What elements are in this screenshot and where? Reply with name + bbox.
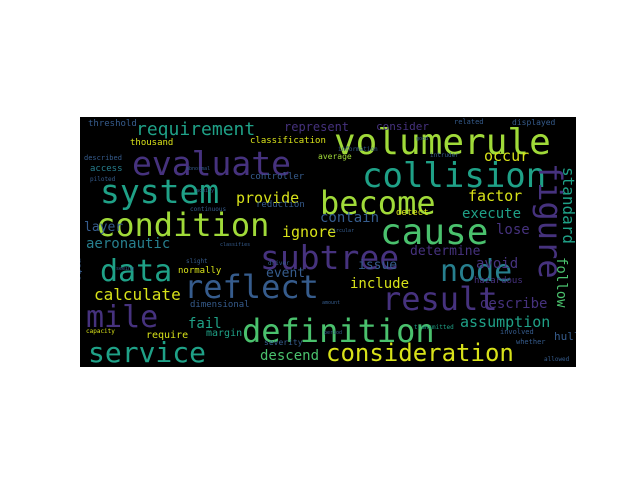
- word-event: event: [266, 266, 306, 281]
- word-continuous: continuous: [190, 206, 227, 213]
- word-collision: collision: [362, 156, 547, 196]
- word-contain: contain: [320, 210, 380, 226]
- word-requirement: requirement: [136, 119, 256, 140]
- word-hazardous: hazardous: [474, 276, 523, 286]
- word-intruder: intruder: [430, 152, 459, 159]
- word-evaluate: evaluate: [132, 144, 291, 183]
- word-margin: margin: [206, 328, 243, 339]
- word-classifies: classifies: [220, 242, 251, 248]
- word-hull: hull: [554, 330, 576, 343]
- word-driver: driver: [268, 260, 290, 267]
- word-represent: represent: [284, 120, 350, 134]
- word-determine: determine: [410, 244, 481, 259]
- word-classification: classification: [250, 136, 326, 146]
- word-consideration: consideration: [326, 339, 514, 367]
- word-calculate: calculate: [94, 285, 181, 304]
- word-provide: provide: [236, 189, 300, 207]
- word-access: access: [90, 164, 123, 174]
- word-cloud: volumerule collision evaluate system become c…: [80, 117, 576, 367]
- word-require: require: [146, 330, 189, 341]
- word-circular: circular: [330, 228, 355, 234]
- word-average: average: [318, 152, 352, 161]
- word-become: become: [320, 184, 436, 222]
- word-subtree: subtree: [260, 238, 400, 277]
- word-threshold: threshold: [88, 119, 137, 129]
- word-factor: factor: [468, 187, 523, 205]
- word-severity: severity: [264, 338, 303, 347]
- word-follow: follow: [553, 257, 569, 308]
- word-capacity: capacity: [86, 328, 115, 335]
- word-volumerule: volumerule: [334, 122, 551, 163]
- word-reduction: reduction: [256, 200, 305, 210]
- word-consider: consider: [376, 120, 429, 133]
- word-descend: descend: [260, 348, 320, 364]
- word-describe: describe: [480, 296, 548, 312]
- word-reflect: reflect: [184, 268, 319, 306]
- word-assumption: assumption: [460, 313, 551, 331]
- word-detect: detect: [396, 208, 429, 218]
- word-cause: cause: [380, 212, 489, 253]
- word-normally: normally: [178, 266, 222, 276]
- word-good: good: [416, 136, 429, 142]
- word-described: described: [84, 154, 122, 162]
- word-lose: lose: [496, 222, 530, 238]
- word-amount: amount: [322, 300, 341, 306]
- word-service: service: [88, 336, 207, 367]
- word-abnormal: abnormal: [186, 166, 211, 172]
- word-definition: definition: [242, 312, 435, 350]
- word-information: information: [338, 146, 378, 153]
- word-acuity: acuity: [196, 188, 215, 194]
- word-piloted: piloted: [90, 176, 116, 183]
- word-thousand: thousand: [130, 138, 174, 148]
- word-result: result: [382, 280, 498, 318]
- word-ignore: ignore: [282, 223, 337, 241]
- word-layer: layer: [84, 220, 124, 235]
- word-mile: mile: [86, 300, 159, 335]
- word-dimensional: dimensional: [190, 300, 250, 310]
- word-occur: occur: [484, 147, 530, 165]
- word-seeing: seeing: [116, 266, 135, 272]
- word-allowed: allowed: [544, 356, 570, 363]
- word-rate: rate: [80, 257, 83, 282]
- word-aeronautic: aeronautic: [86, 236, 171, 252]
- word-slight: slight: [186, 258, 208, 265]
- word-displayed: displayed: [512, 118, 556, 127]
- word-whether: whether: [516, 338, 546, 346]
- word-standard: standard: [559, 167, 576, 245]
- word-execute: execute: [462, 206, 522, 222]
- word-condition: condition: [96, 206, 270, 244]
- word-node: node: [440, 254, 513, 289]
- word-include: include: [350, 276, 410, 292]
- word-fail: fail: [188, 316, 222, 332]
- word-issue: issue: [358, 258, 398, 273]
- word-data: data: [100, 254, 173, 289]
- word-related: related: [454, 118, 484, 126]
- word-avoid: avoid: [476, 256, 519, 272]
- word-controller: controller: [250, 172, 305, 182]
- word-period: period: [324, 330, 343, 336]
- word-involved: involved: [500, 328, 534, 336]
- word-system: system: [100, 172, 220, 211]
- word-transmitted: transmitted: [414, 324, 454, 331]
